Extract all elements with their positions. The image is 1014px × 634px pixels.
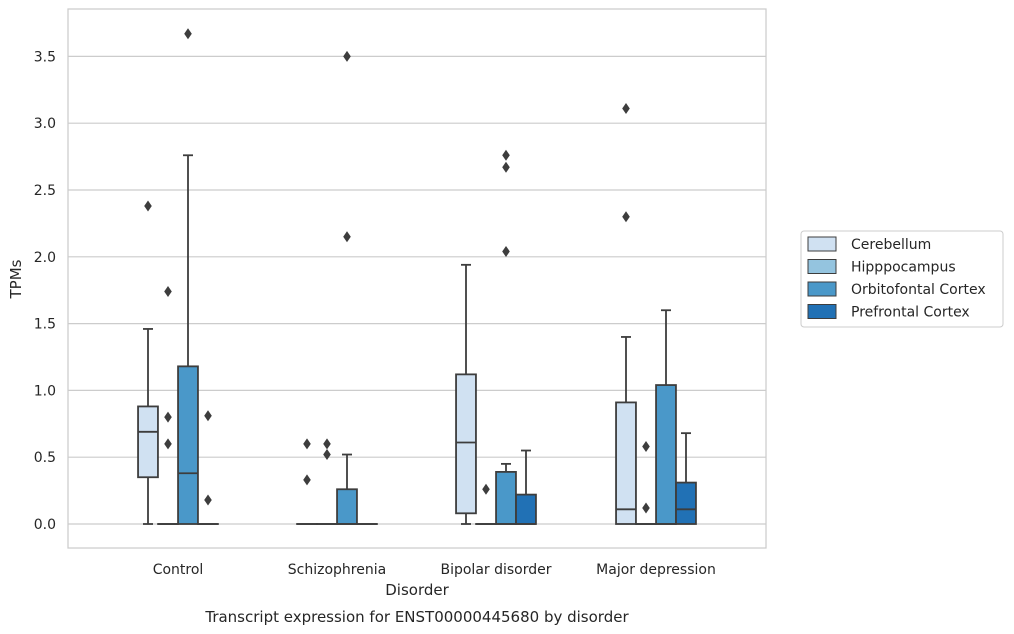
box-body <box>515 493 537 525</box>
box-body <box>675 481 697 525</box>
outlier-point <box>622 103 630 115</box>
box-0-3 <box>615 103 637 525</box>
y-tick-label: 1.0 <box>34 383 56 399</box>
y-tick-label: 0.5 <box>34 450 56 466</box>
legend-label: Cerebellum <box>851 237 931 253</box>
y-tick-label: 2.0 <box>34 250 56 266</box>
outlier-point <box>502 245 510 257</box>
outlier-point <box>164 411 172 423</box>
box-2-0 <box>177 28 199 525</box>
outlier-point <box>303 474 311 486</box>
box-3-0 <box>197 410 219 525</box>
box-2-1 <box>336 50 358 525</box>
box-body <box>137 405 159 479</box>
legend-label: Orbitofontal Cortex <box>851 282 986 298</box>
box-1-1 <box>316 438 338 525</box>
box-0-0 <box>137 200 159 525</box>
outlier-point <box>642 502 650 514</box>
y-tick-label: 3.5 <box>34 49 56 65</box>
outlier-point <box>164 286 172 298</box>
x-tick-label: Bipolar disorder <box>440 562 551 578</box>
boxes <box>137 28 697 525</box>
outlier-point <box>642 441 650 453</box>
legend-swatch <box>807 236 837 252</box>
box-3-2 <box>515 449 537 525</box>
outlier-point <box>144 200 152 212</box>
x-tick-label: Control <box>153 562 204 578</box>
box-2-3 <box>655 309 677 525</box>
box-0-2 <box>455 263 477 525</box>
box-body <box>495 470 517 525</box>
outlier-point <box>482 483 490 495</box>
outlier-point <box>622 211 630 223</box>
box-body <box>655 384 677 525</box>
outlier-point <box>164 438 172 450</box>
outlier-point <box>303 438 311 450</box>
y-axis-label: TPMs <box>7 259 25 299</box>
legend-frame <box>800 230 1004 328</box>
y-tick-label: 1.5 <box>34 317 56 333</box>
outlier-point <box>323 438 331 450</box>
outlier-point <box>204 410 212 422</box>
outlier-point <box>502 161 510 173</box>
outlier-point <box>184 28 192 40</box>
outlier-point <box>502 149 510 161</box>
box-3-3 <box>675 432 697 525</box>
legend-swatch <box>807 304 837 319</box>
legend-swatch <box>807 259 837 274</box>
x-tick-labels: Control Schizophrenia Bipolar disorder Majo… <box>153 562 716 578</box>
outlier-point <box>204 494 212 506</box>
legend-swatch <box>807 281 837 297</box>
box-1-0 <box>157 286 179 525</box>
outlier-point <box>343 50 351 62</box>
outlier-point <box>323 449 331 461</box>
chart-title: Transcript expression for ENST0000044568… <box>204 608 629 626</box>
box-body <box>455 373 477 515</box>
y-tick-label: 2.5 <box>34 183 56 199</box>
x-tick-label: Schizophrenia <box>288 562 386 578</box>
y-tick-label: 0.0 <box>34 517 56 533</box>
box-body <box>177 365 199 525</box>
box-2-2 <box>495 149 517 525</box>
y-tick-labels: 0.0 0.5 1.0 1.5 2.0 2.5 3.0 3.5 <box>34 49 56 533</box>
x-tick-label: Major depression <box>596 562 716 578</box>
legend: Cerebellum Hipppocampus Orbitofontal Corte… <box>800 230 1004 328</box>
box-body <box>336 488 358 525</box>
legend-label: Prefrontal Cortex <box>851 305 970 321</box>
y-tick-label: 3.0 <box>34 116 56 132</box>
legend-label: Hipppocampus <box>851 260 956 276</box>
outlier-point <box>343 231 351 243</box>
x-axis-label: Disorder <box>385 581 449 599</box>
box-body <box>615 401 637 525</box>
